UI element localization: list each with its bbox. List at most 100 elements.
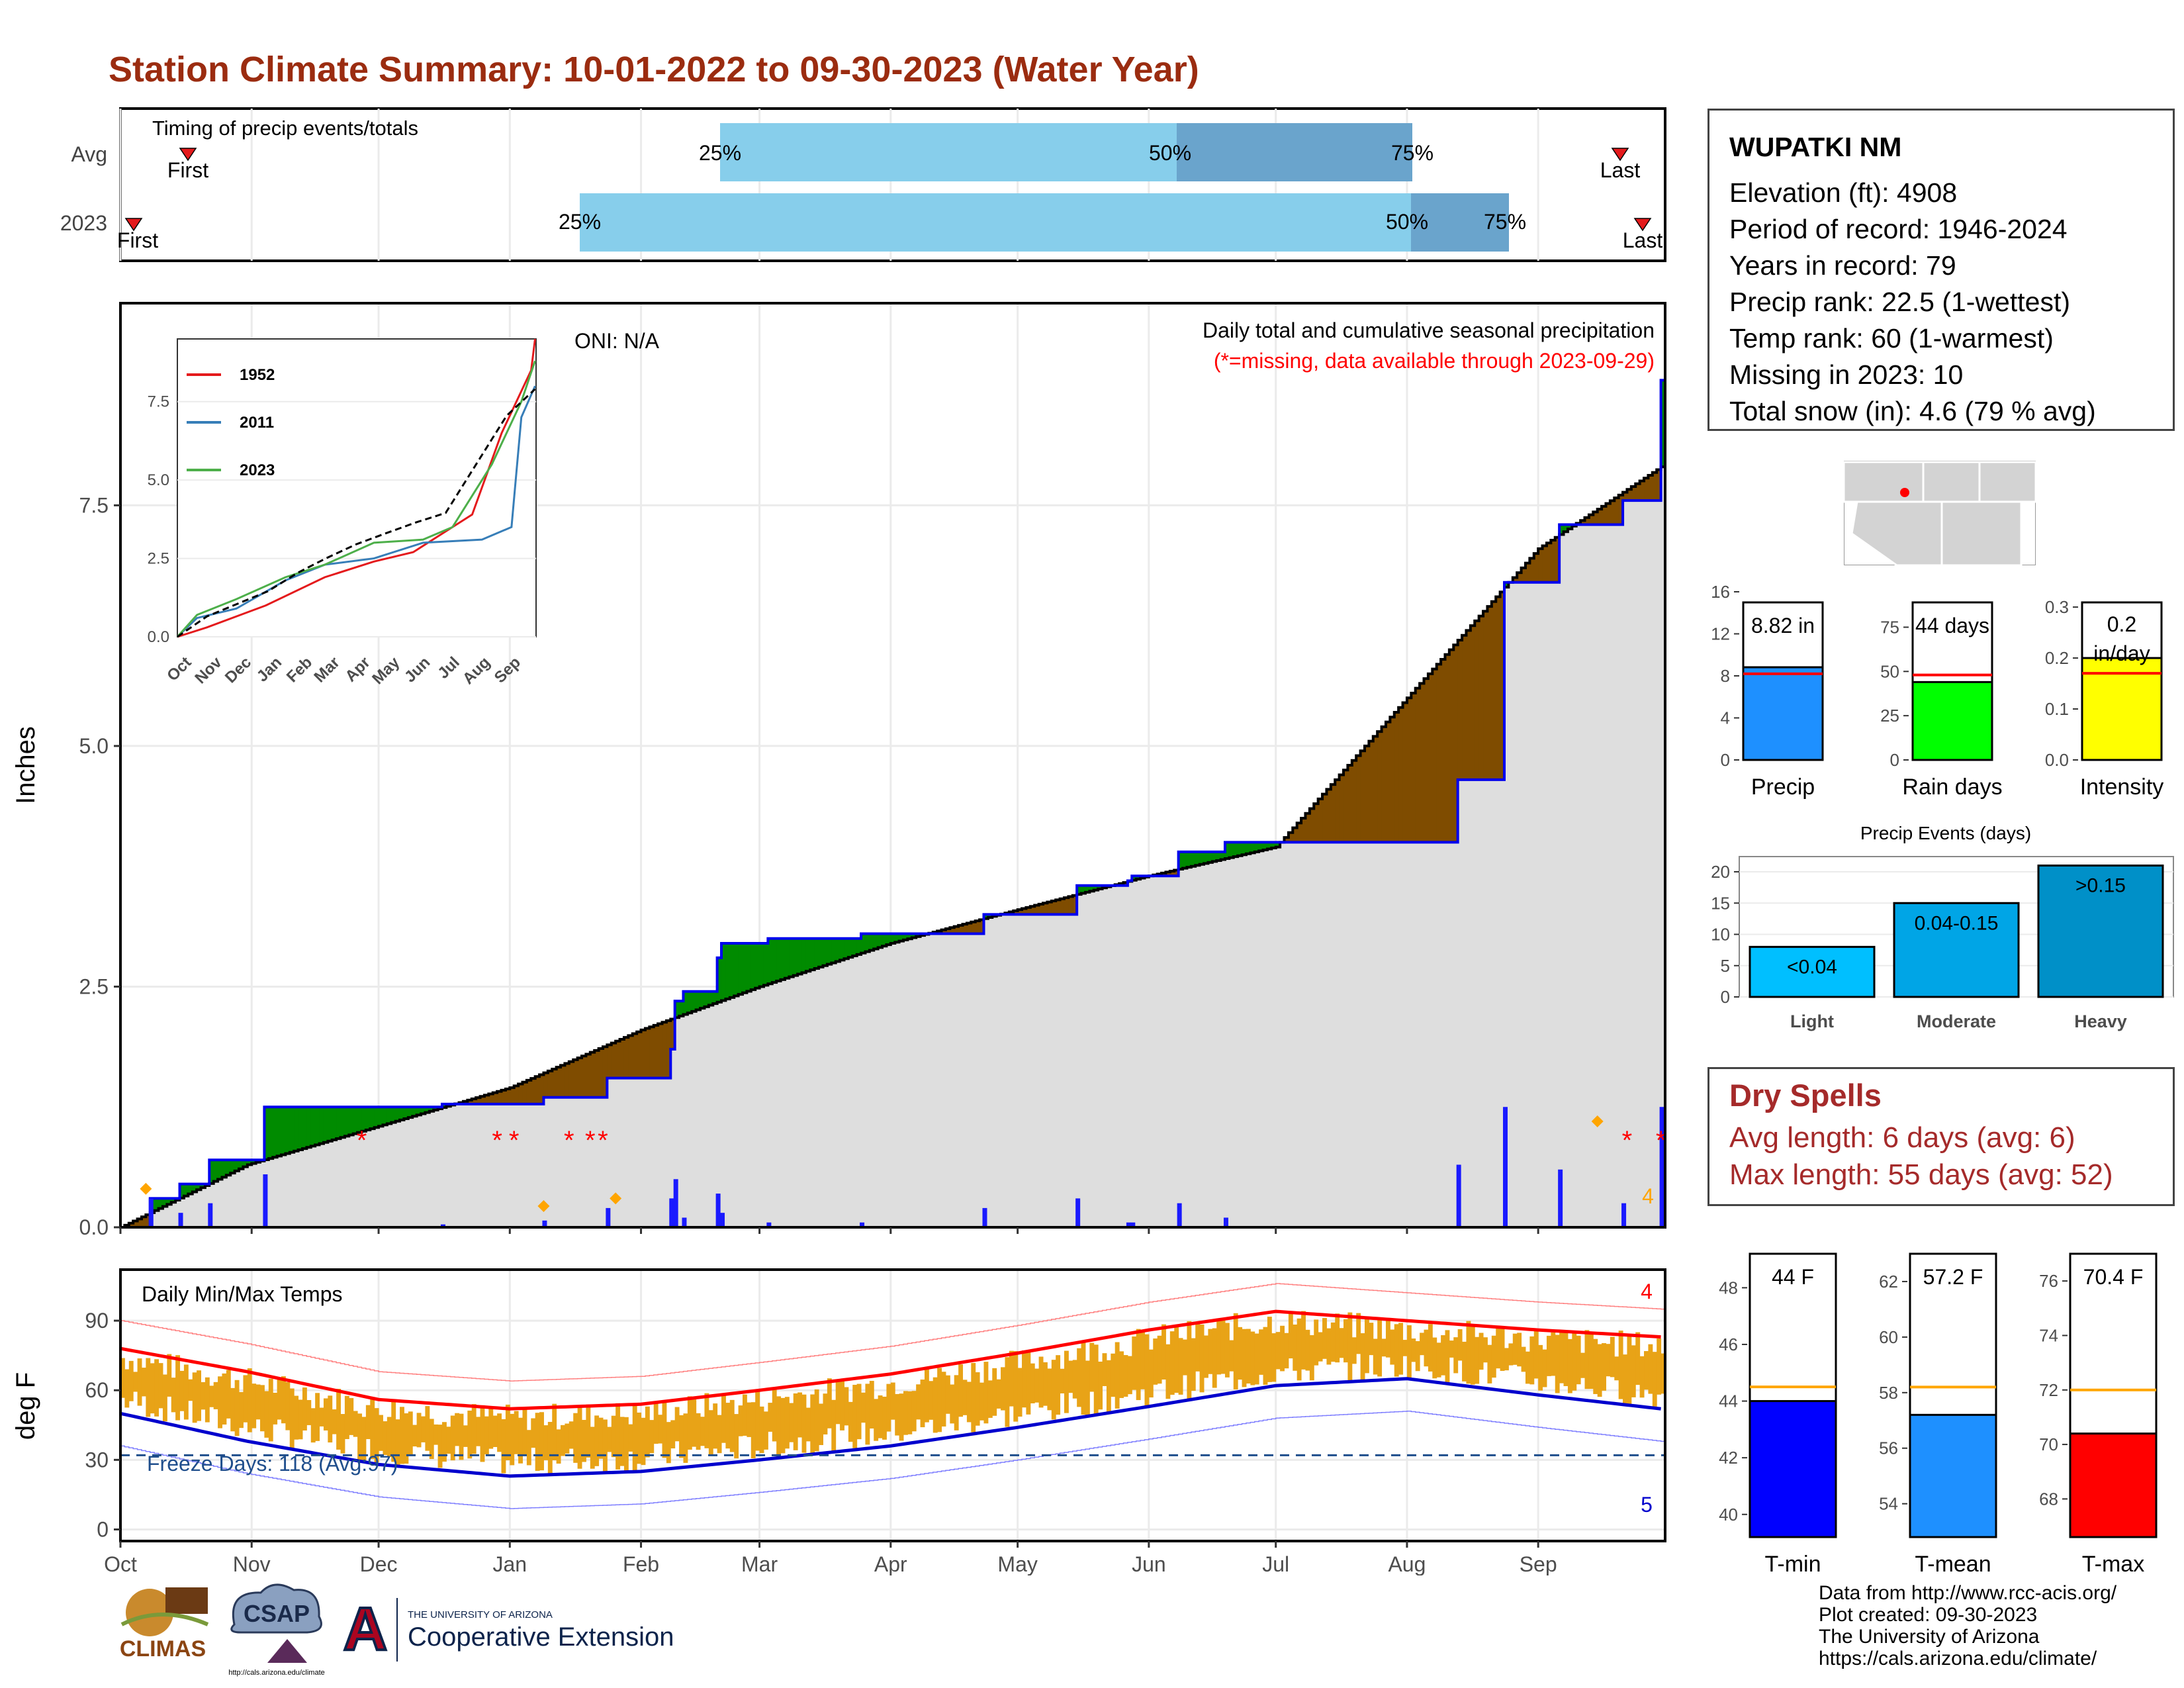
above-avg-fill [289, 1107, 295, 1152]
dry-spells-avg: Avg length: 6 days (avg: 6) [1729, 1121, 2075, 1154]
missing-star-icon: * [585, 1126, 596, 1155]
daily-temp-bar [264, 1391, 269, 1438]
daily-temp-bar [1318, 1332, 1323, 1362]
below-avg-fill [1639, 481, 1645, 501]
avg-cumulative-line [120, 465, 1665, 1229]
below-avg-fill [1546, 543, 1551, 583]
daily-temp-bar [213, 1382, 218, 1409]
daily-temp-bar [941, 1372, 946, 1427]
daily-temp-bar [1009, 1350, 1014, 1407]
daily-temp-bar [124, 1369, 130, 1408]
daily-temp-bar [649, 1420, 655, 1454]
daily-precip-bar [682, 1217, 687, 1227]
above-avg-fill [827, 938, 832, 964]
below-avg-fill [1487, 606, 1492, 780]
daily-temp-bar [1508, 1343, 1514, 1366]
above-avg-fill [158, 1198, 163, 1209]
inset-ytick-label: 5.0 [148, 471, 169, 489]
row-label-2023: 2023 [60, 211, 107, 235]
snow-marker-icon [537, 1200, 550, 1213]
below-avg-fill [937, 931, 942, 934]
daily-precip-bar [440, 1224, 445, 1227]
daily-temp-bar [255, 1384, 261, 1420]
freeze-days-label: Freeze Days: 118 (Avg:97) [147, 1452, 398, 1476]
above-avg-fill [323, 1107, 328, 1143]
above-avg-fill [357, 1107, 363, 1133]
daily-temp-bar [983, 1362, 989, 1424]
daily-temp-bar [1280, 1325, 1285, 1372]
daily-precip-bar [606, 1207, 611, 1227]
below-avg-fill [1623, 492, 1628, 501]
below-avg-fill [602, 1047, 608, 1098]
daily-temp-bar [459, 1413, 464, 1460]
above-avg-fill [1098, 885, 1103, 889]
daily-temp-bar [742, 1394, 747, 1436]
above-avg-fill [197, 1184, 202, 1190]
daily-temp-bar [729, 1399, 735, 1452]
daily-temp-bar [619, 1417, 625, 1466]
daily-temp-bar [937, 1368, 942, 1432]
below-avg-fill [1326, 789, 1332, 843]
daily-temp-bar [637, 1412, 642, 1464]
daily-temp-bar [696, 1413, 701, 1450]
daily-temp-bar [1652, 1352, 1657, 1407]
below-avg-fill [146, 1215, 151, 1227]
map-state-nm [1940, 500, 2023, 565]
daily-temp-bar [810, 1394, 815, 1455]
above-avg-fill [1136, 876, 1141, 880]
daily-temp-bar [1034, 1368, 1040, 1403]
daily-temp-bar [336, 1389, 341, 1450]
above-avg-fill [285, 1107, 291, 1154]
above-avg-fill [1220, 851, 1226, 860]
daily-temp-bar [1546, 1335, 1551, 1376]
record-min-line [120, 1411, 1665, 1509]
daily-precip-bar [766, 1222, 772, 1227]
tbar-label: T-max [2082, 1552, 2144, 1575]
daily-temp-bar [239, 1391, 244, 1429]
daily-temp-bar [1441, 1335, 1445, 1376]
daily-temp-bar [222, 1373, 227, 1425]
daily-temp-bar [137, 1358, 142, 1406]
daily-precip-bar [1130, 1222, 1136, 1227]
tbar-ytick-label: 44 [1719, 1391, 1738, 1411]
below-avg-fill [1580, 520, 1586, 525]
below-avg-fill [467, 1100, 473, 1104]
daily-temp-bar [1309, 1335, 1314, 1381]
y2023-50-75-bar [1411, 193, 1509, 252]
daily-temp-bar [1005, 1357, 1010, 1427]
daily-temp-bar [1102, 1353, 1107, 1386]
daily-temp-bar [890, 1382, 895, 1420]
daily-precip-bars [140, 1107, 1664, 1227]
daily-temp-bar [1627, 1336, 1632, 1405]
below-avg-fill [1542, 545, 1547, 583]
daily-temp-bar [1098, 1361, 1103, 1410]
mini-bar-value [1742, 666, 1824, 761]
below-avg-fill [1305, 813, 1310, 843]
below-avg-fill [552, 1069, 557, 1098]
tbar-ytick-label: 56 [1879, 1438, 1898, 1458]
below-avg-fill [1512, 577, 1518, 583]
daily-temp-bar [929, 1381, 934, 1420]
daily-temp-bar [209, 1385, 214, 1407]
below-avg-fill [590, 1052, 595, 1098]
daily-temp-bar [1351, 1337, 1357, 1364]
below-avg-fill [1588, 514, 1594, 525]
csap-mountain-icon [267, 1639, 307, 1663]
daily-temp-bar [357, 1413, 362, 1460]
daily-temp-bar [1453, 1337, 1459, 1374]
mini-bar-value-label: 8.82 in [1751, 614, 1815, 637]
below-avg-fill [492, 1092, 498, 1104]
above-avg-fill [1178, 851, 1183, 870]
above-avg-fill [294, 1107, 299, 1151]
above-avg-fill [379, 1107, 384, 1127]
above-avg-fill [273, 1107, 278, 1158]
daily-temp-bar [658, 1415, 662, 1444]
missing-star-icon: * [1656, 1126, 1666, 1155]
below-avg-fill [1377, 731, 1383, 843]
below-avg-fill [128, 1223, 134, 1227]
daily-temp-bar [1398, 1323, 1404, 1375]
y2023-first-marker-icon [124, 218, 143, 232]
daily-temp-bar [1233, 1313, 1238, 1389]
daily-temp-bar [556, 1429, 561, 1464]
daily-temp-bar [987, 1380, 993, 1418]
